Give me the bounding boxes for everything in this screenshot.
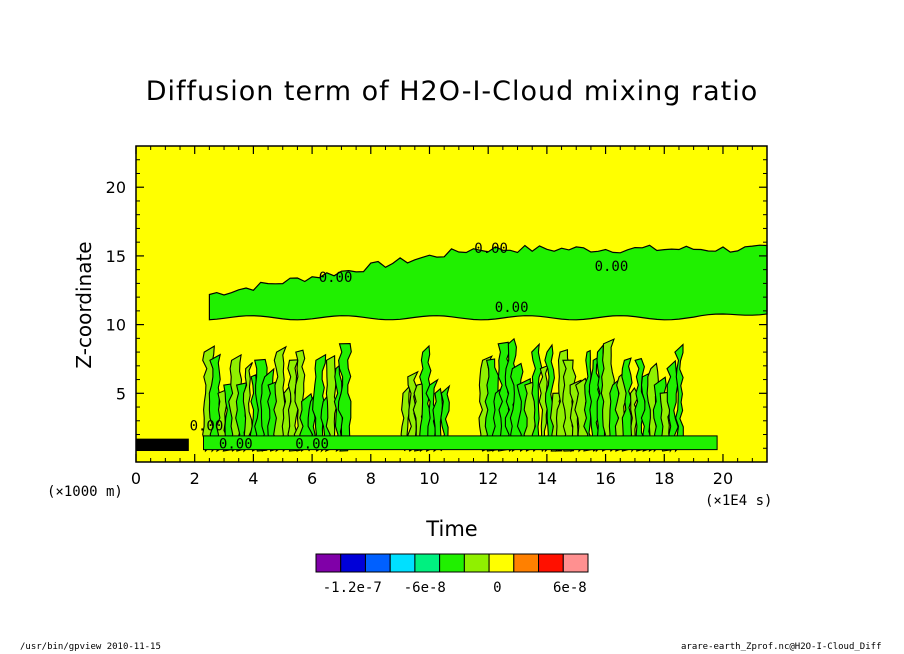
contour-label: 0.00 — [319, 270, 353, 286]
x-tick-label: 2 — [190, 469, 200, 488]
x-tick-label: 4 — [248, 469, 258, 488]
convective-cell — [337, 343, 352, 452]
convective-cell — [324, 354, 338, 453]
contour-label: 0.00 — [495, 300, 529, 316]
convective-cell — [583, 349, 594, 452]
colorbar-swatch — [389, 553, 416, 573]
y-tick-label: 20 — [106, 178, 126, 197]
x-axis-unit: (×1E4 s) — [705, 493, 773, 509]
y-tick-label: 10 — [106, 316, 126, 335]
colorbar-swatch — [315, 553, 342, 573]
x-axis-label: Time — [426, 517, 478, 541]
x-tick-label: 6 — [307, 469, 317, 488]
x-tick-label: 14 — [537, 469, 557, 488]
colorbar-tick-label: -6e-8 — [404, 580, 446, 596]
colorbar-swatch — [488, 553, 515, 573]
colorbar-tick-label: 6e-8 — [553, 580, 587, 596]
y-tick-label: 5 — [116, 384, 126, 403]
contour-label: 0.00 — [595, 259, 629, 275]
x-tick-label: 18 — [654, 469, 674, 488]
x-tick-label: 16 — [595, 469, 615, 488]
colorbar-tick-label: 0 — [493, 580, 501, 596]
x-tick-label: 0 — [131, 469, 141, 488]
footer-command: /usr/bin/gpview 2010-11-15 — [20, 642, 161, 652]
colorbar-swatch — [513, 553, 540, 573]
colorbar-tick-label: -1.2e-7 — [323, 580, 382, 596]
convective-cell — [440, 384, 451, 452]
plot-frame — [135, 145, 768, 463]
colorbar-swatch — [439, 553, 465, 573]
colorbar-swatch — [562, 553, 589, 573]
y-axis-unit: (×1000 m) — [47, 484, 123, 500]
convective-cell — [242, 361, 254, 453]
chart-title: Diffusion term of H2O-I-Cloud mixing rat… — [145, 76, 759, 107]
contour-label: 0.00 — [219, 436, 253, 452]
colorbar-swatch — [364, 553, 391, 573]
convective-cell — [531, 342, 543, 453]
footer-source: arare-earth_Zprof.nc@H2O-I-Cloud_Diff — [681, 642, 882, 652]
colorbar-swatch — [414, 553, 441, 573]
convective-cell — [634, 357, 646, 452]
colorbar-swatch — [463, 553, 490, 573]
convective-cell — [674, 343, 684, 453]
surface-dark-strip — [136, 438, 189, 452]
contour-label: 0.00 — [474, 241, 508, 257]
x-tick-label: 12 — [478, 469, 498, 488]
x-tick-label: 10 — [419, 469, 439, 488]
contour-label: 0.00 — [295, 436, 329, 452]
colorbar-swatch — [538, 553, 564, 573]
colorbar-swatch — [340, 553, 366, 573]
convective-cell — [629, 386, 640, 453]
convective-cell — [569, 379, 582, 453]
x-tick-label: 20 — [713, 469, 733, 488]
contour-label: 0.00 — [190, 418, 224, 434]
surface-layer — [203, 435, 718, 451]
y-tick-label: 15 — [106, 247, 126, 266]
x-tick-label: 8 — [366, 469, 376, 488]
